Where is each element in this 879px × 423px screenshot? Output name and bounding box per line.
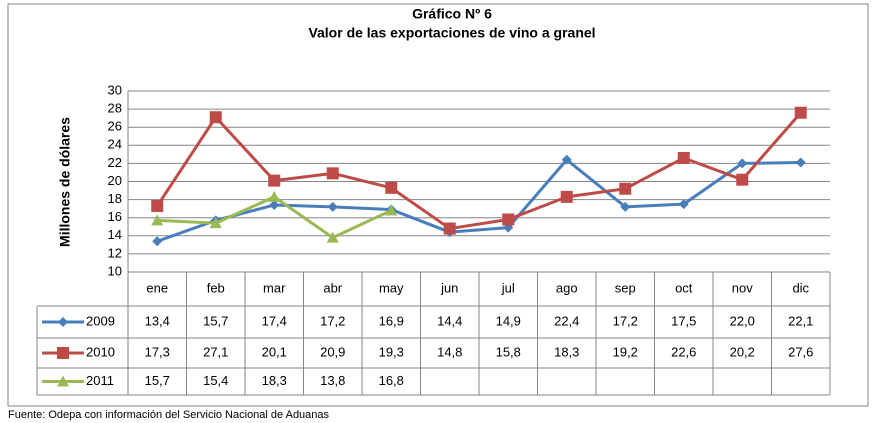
data-point	[326, 167, 339, 180]
table-cell: 16,8	[379, 373, 404, 388]
data-point	[209, 217, 222, 229]
data-point	[561, 154, 572, 165]
legend-label: 2010	[86, 344, 115, 359]
legend-marker	[58, 317, 68, 327]
legend-marker	[57, 347, 69, 359]
data-point	[268, 190, 281, 202]
data-point	[619, 182, 632, 195]
data-point	[209, 111, 222, 124]
chart-title: Gráfico Nº 6	[412, 6, 492, 22]
table-cell: 15,4	[203, 373, 228, 388]
table-cell: 14,4	[437, 313, 462, 328]
y-axis-title: Millones de dólares	[57, 117, 73, 247]
data-point	[620, 201, 631, 212]
table-cell: 13,4	[145, 313, 170, 328]
legend-label: 2011	[86, 373, 114, 388]
y-tick-label: 26	[108, 119, 122, 134]
x-tick-label: mar	[263, 280, 286, 295]
data-point	[443, 222, 456, 235]
data-point	[385, 204, 398, 216]
y-tick-label: 20	[108, 173, 122, 188]
table-cell: 22,0	[730, 313, 755, 328]
table-cell: 19,3	[379, 344, 404, 359]
series-line	[156, 158, 801, 243]
data-point	[269, 200, 280, 211]
y-tick-label: 10	[108, 263, 122, 278]
data-point	[327, 201, 338, 212]
table-cell: 18,3	[554, 344, 579, 359]
table-cell: 22,1	[788, 313, 813, 328]
data-point	[795, 157, 806, 168]
data-point	[268, 174, 281, 187]
table-cell: 22,4	[554, 313, 579, 328]
table-cell: 17,2	[320, 313, 345, 328]
y-tick-label: 18	[108, 191, 122, 206]
y-tick-label: 24	[108, 137, 122, 152]
data-point	[678, 199, 689, 210]
table-cell: 17,2	[613, 313, 638, 328]
y-tick-label: 16	[108, 209, 122, 224]
legend-label: 2009	[86, 313, 115, 328]
table-cell: 17,3	[145, 344, 170, 359]
x-tick-label: ago	[556, 280, 578, 295]
table-cell: 13,8	[320, 373, 345, 388]
table-cell: 17,5	[671, 313, 696, 328]
series-line	[155, 111, 802, 231]
data-point	[560, 190, 573, 203]
x-tick-label: oct	[675, 280, 693, 295]
x-tick-label: dic	[792, 280, 809, 295]
table-cell: 15,7	[145, 373, 170, 388]
x-tick-label: jun	[440, 280, 458, 295]
y-tick-label: 30	[108, 82, 122, 97]
table-cell: 15,7	[203, 313, 228, 328]
data-point	[385, 181, 398, 194]
x-tick-label: ene	[146, 280, 168, 295]
x-tick-label: feb	[207, 280, 225, 295]
table-cell: 20,2	[730, 344, 755, 359]
x-tick-label: nov	[732, 280, 753, 295]
data-point	[502, 213, 515, 226]
table-cell: 18,3	[262, 373, 287, 388]
table-cell: 14,9	[496, 313, 521, 328]
source-note: Fuente: Odepa con información del Servic…	[8, 409, 330, 421]
table-cell: 27,1	[203, 344, 228, 359]
table-cell: 14,8	[437, 344, 462, 359]
chart-subtitle: Valor de las exportaciones de vino a gra…	[308, 25, 595, 41]
data-point	[794, 106, 807, 119]
table-cell: 27,6	[788, 344, 813, 359]
y-tick-label: 22	[108, 155, 122, 170]
data-point	[677, 151, 690, 164]
x-tick-label: sep	[615, 280, 636, 295]
data-point	[326, 231, 339, 243]
x-tick-label: jul	[501, 280, 515, 295]
legend-marker	[57, 375, 69, 387]
table-cell: 16,9	[379, 313, 404, 328]
y-tick-label: 28	[108, 101, 122, 116]
y-tick-label: 12	[108, 245, 122, 260]
data-point	[151, 214, 164, 226]
data-point	[737, 158, 748, 169]
table-cell: 20,9	[320, 344, 345, 359]
data-point	[152, 236, 163, 247]
table-cell: 19,2	[613, 344, 638, 359]
table-cell: 22,6	[671, 344, 696, 359]
x-tick-label: abr	[323, 280, 342, 295]
table-cell: 15,8	[496, 344, 521, 359]
table-cell: 20,1	[262, 344, 287, 359]
data-point	[736, 173, 749, 186]
y-tick-label: 14	[108, 227, 122, 242]
data-point	[151, 199, 164, 212]
table-cell: 17,4	[262, 313, 287, 328]
x-tick-label: may	[379, 280, 404, 295]
